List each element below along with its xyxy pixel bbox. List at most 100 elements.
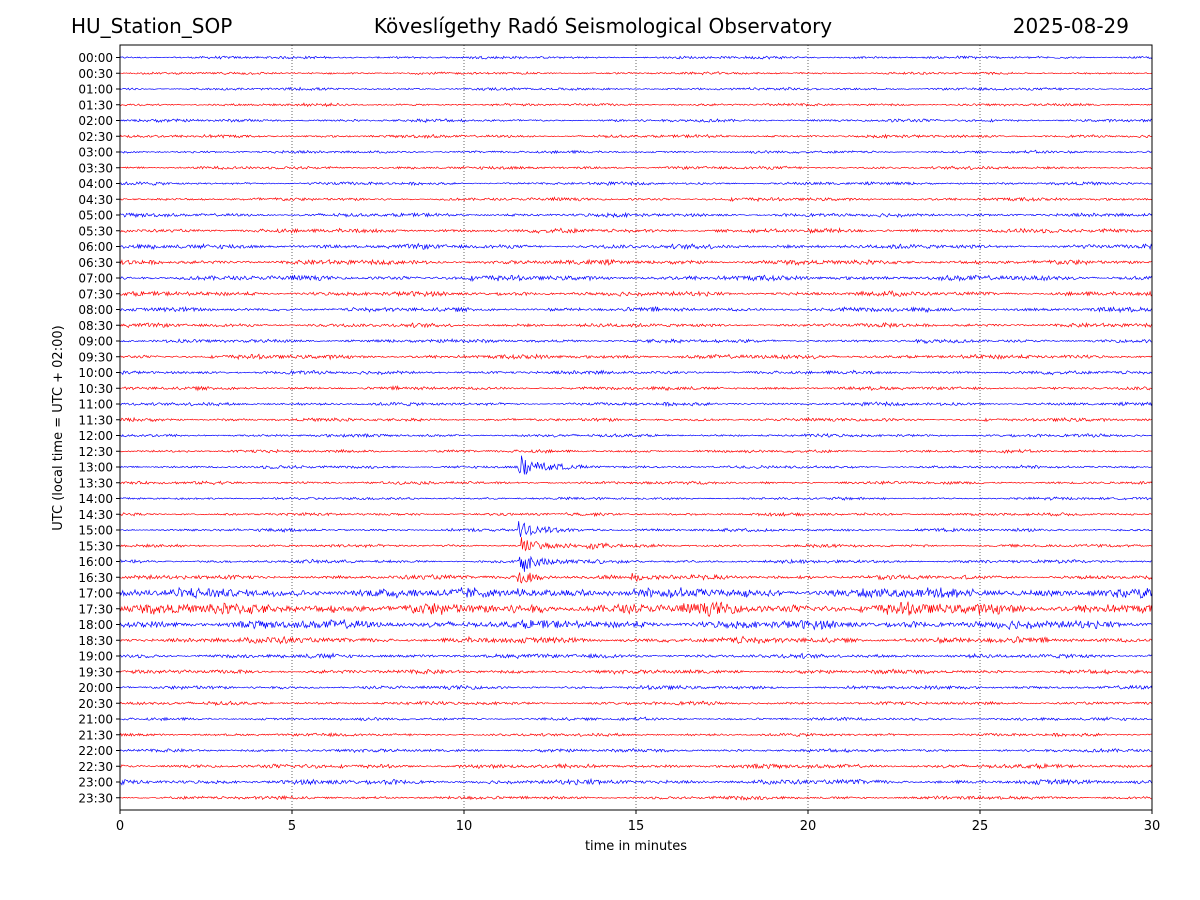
y-tick-label: 10:00 xyxy=(78,366,113,380)
y-tick-label: 10:30 xyxy=(78,382,113,396)
x-tick-label: 0 xyxy=(116,819,124,834)
y-tick-label: 15:00 xyxy=(78,524,113,538)
y-tick-label: 08:00 xyxy=(78,303,113,317)
x-tick-label: 30 xyxy=(1144,819,1161,834)
trace-line xyxy=(119,537,1153,552)
y-tick-label: 20:00 xyxy=(78,681,113,695)
trace-line xyxy=(119,795,1153,801)
trace-line xyxy=(119,196,1153,203)
trace-line xyxy=(119,618,1153,631)
y-tick-label: 05:30 xyxy=(78,224,113,238)
trace-line xyxy=(119,652,1153,660)
y-tick-label: 00:30 xyxy=(78,67,113,81)
trace-line xyxy=(119,716,1153,722)
date-label: 2025-08-29 xyxy=(1012,14,1129,38)
x-tick-label: 5 xyxy=(288,819,296,834)
y-tick-label: 21:00 xyxy=(78,713,113,727)
y-tick-label: 05:00 xyxy=(78,209,113,223)
y-tick-label: 08:30 xyxy=(78,319,113,333)
trace-line xyxy=(119,700,1153,707)
y-tick-label: 18:30 xyxy=(78,634,113,648)
grid-lines xyxy=(291,45,981,810)
y-tick-label: 19:30 xyxy=(78,665,113,679)
y-tick-label: 01:00 xyxy=(78,83,113,97)
trace-line xyxy=(119,290,1153,298)
y-tick-label: 22:00 xyxy=(78,744,113,758)
trace-line xyxy=(119,227,1153,235)
trace-line xyxy=(119,401,1153,408)
y-tick-label: 20:30 xyxy=(78,697,113,711)
trace-line xyxy=(119,118,1153,124)
trace-line xyxy=(119,432,1153,439)
y-tick-label: 02:30 xyxy=(78,130,113,144)
y-tick-label: 07:30 xyxy=(78,287,113,301)
trace-line xyxy=(119,511,1153,518)
y-tick-label: 04:00 xyxy=(78,177,113,191)
y-tick-label: 13:00 xyxy=(78,461,113,475)
trace-line xyxy=(119,149,1153,155)
trace-line xyxy=(119,732,1153,738)
trace-line xyxy=(119,668,1153,676)
y-tick-label: 23:00 xyxy=(78,776,113,790)
y-tick-label: 23:30 xyxy=(78,791,113,805)
y-tick-label: 15:30 xyxy=(78,539,113,553)
y-tick-label: 09:00 xyxy=(78,335,113,349)
trace-line xyxy=(119,385,1153,392)
trace-line xyxy=(119,496,1153,501)
y-tick-label: 11:00 xyxy=(78,398,113,412)
trace-line xyxy=(119,55,1153,60)
trace-line xyxy=(119,521,1153,538)
station-name: HU_Station_SOP xyxy=(71,14,233,38)
y-tick-label: 14:00 xyxy=(78,492,113,506)
y-tick-label: 16:00 xyxy=(78,555,113,569)
trace-line xyxy=(119,455,1153,476)
trace-line xyxy=(119,305,1153,314)
trace-line xyxy=(119,555,1153,572)
y-tick-label: 06:00 xyxy=(78,240,113,254)
y-tick-label: 21:30 xyxy=(78,728,113,742)
trace-line xyxy=(119,353,1153,361)
x-axis-label: time in minutes xyxy=(585,839,687,854)
trace-line xyxy=(119,586,1153,600)
x-tick-label: 10 xyxy=(456,819,473,834)
trace-line xyxy=(119,242,1153,251)
y-tick-label: 01:30 xyxy=(78,98,113,112)
trace-line xyxy=(119,762,1153,770)
trace-line xyxy=(119,572,1153,584)
trace-line xyxy=(119,211,1153,219)
y-tick-label: 11:30 xyxy=(78,413,113,427)
y-tick-label: 17:00 xyxy=(78,587,113,601)
y-tick-label: 06:30 xyxy=(78,256,113,270)
y-tick-label: 02:00 xyxy=(78,114,113,128)
x-tick-label: 15 xyxy=(628,819,645,834)
trace-line xyxy=(119,133,1153,140)
observatory-title: Köveslígethy Radó Seismological Observat… xyxy=(373,14,833,38)
trace-line xyxy=(119,86,1153,92)
y-axis-label: UTC (local time = UTC + 02:00) xyxy=(51,325,66,530)
y-tick-label: 12:30 xyxy=(78,445,113,459)
y-tick-label: 19:00 xyxy=(78,650,113,664)
seismic-traces xyxy=(119,55,1153,801)
trace-line xyxy=(119,777,1153,786)
trace-line xyxy=(119,258,1152,266)
y-tick-label: 14:30 xyxy=(78,508,113,522)
x-axis-ticks: 0 5 10 15 20 25 30 xyxy=(116,810,1160,834)
trace-line xyxy=(119,180,1153,187)
trace-line xyxy=(119,369,1153,376)
trace-line xyxy=(119,416,1153,423)
trace-line xyxy=(119,274,1153,282)
x-tick-label: 20 xyxy=(800,819,817,834)
y-tick-label: 00:00 xyxy=(78,51,113,65)
y-tick-label: 17:30 xyxy=(78,602,113,616)
x-tick-label: 25 xyxy=(972,819,989,834)
y-tick-label: 22:30 xyxy=(78,760,113,774)
trace-line xyxy=(119,102,1153,108)
trace-line xyxy=(119,338,1152,344)
y-tick-label: 18:00 xyxy=(78,618,113,632)
y-tick-label: 16:30 xyxy=(78,571,113,585)
y-tick-label: 12:00 xyxy=(78,429,113,443)
y-tick-label: 07:00 xyxy=(78,272,113,286)
trace-line xyxy=(119,635,1153,645)
